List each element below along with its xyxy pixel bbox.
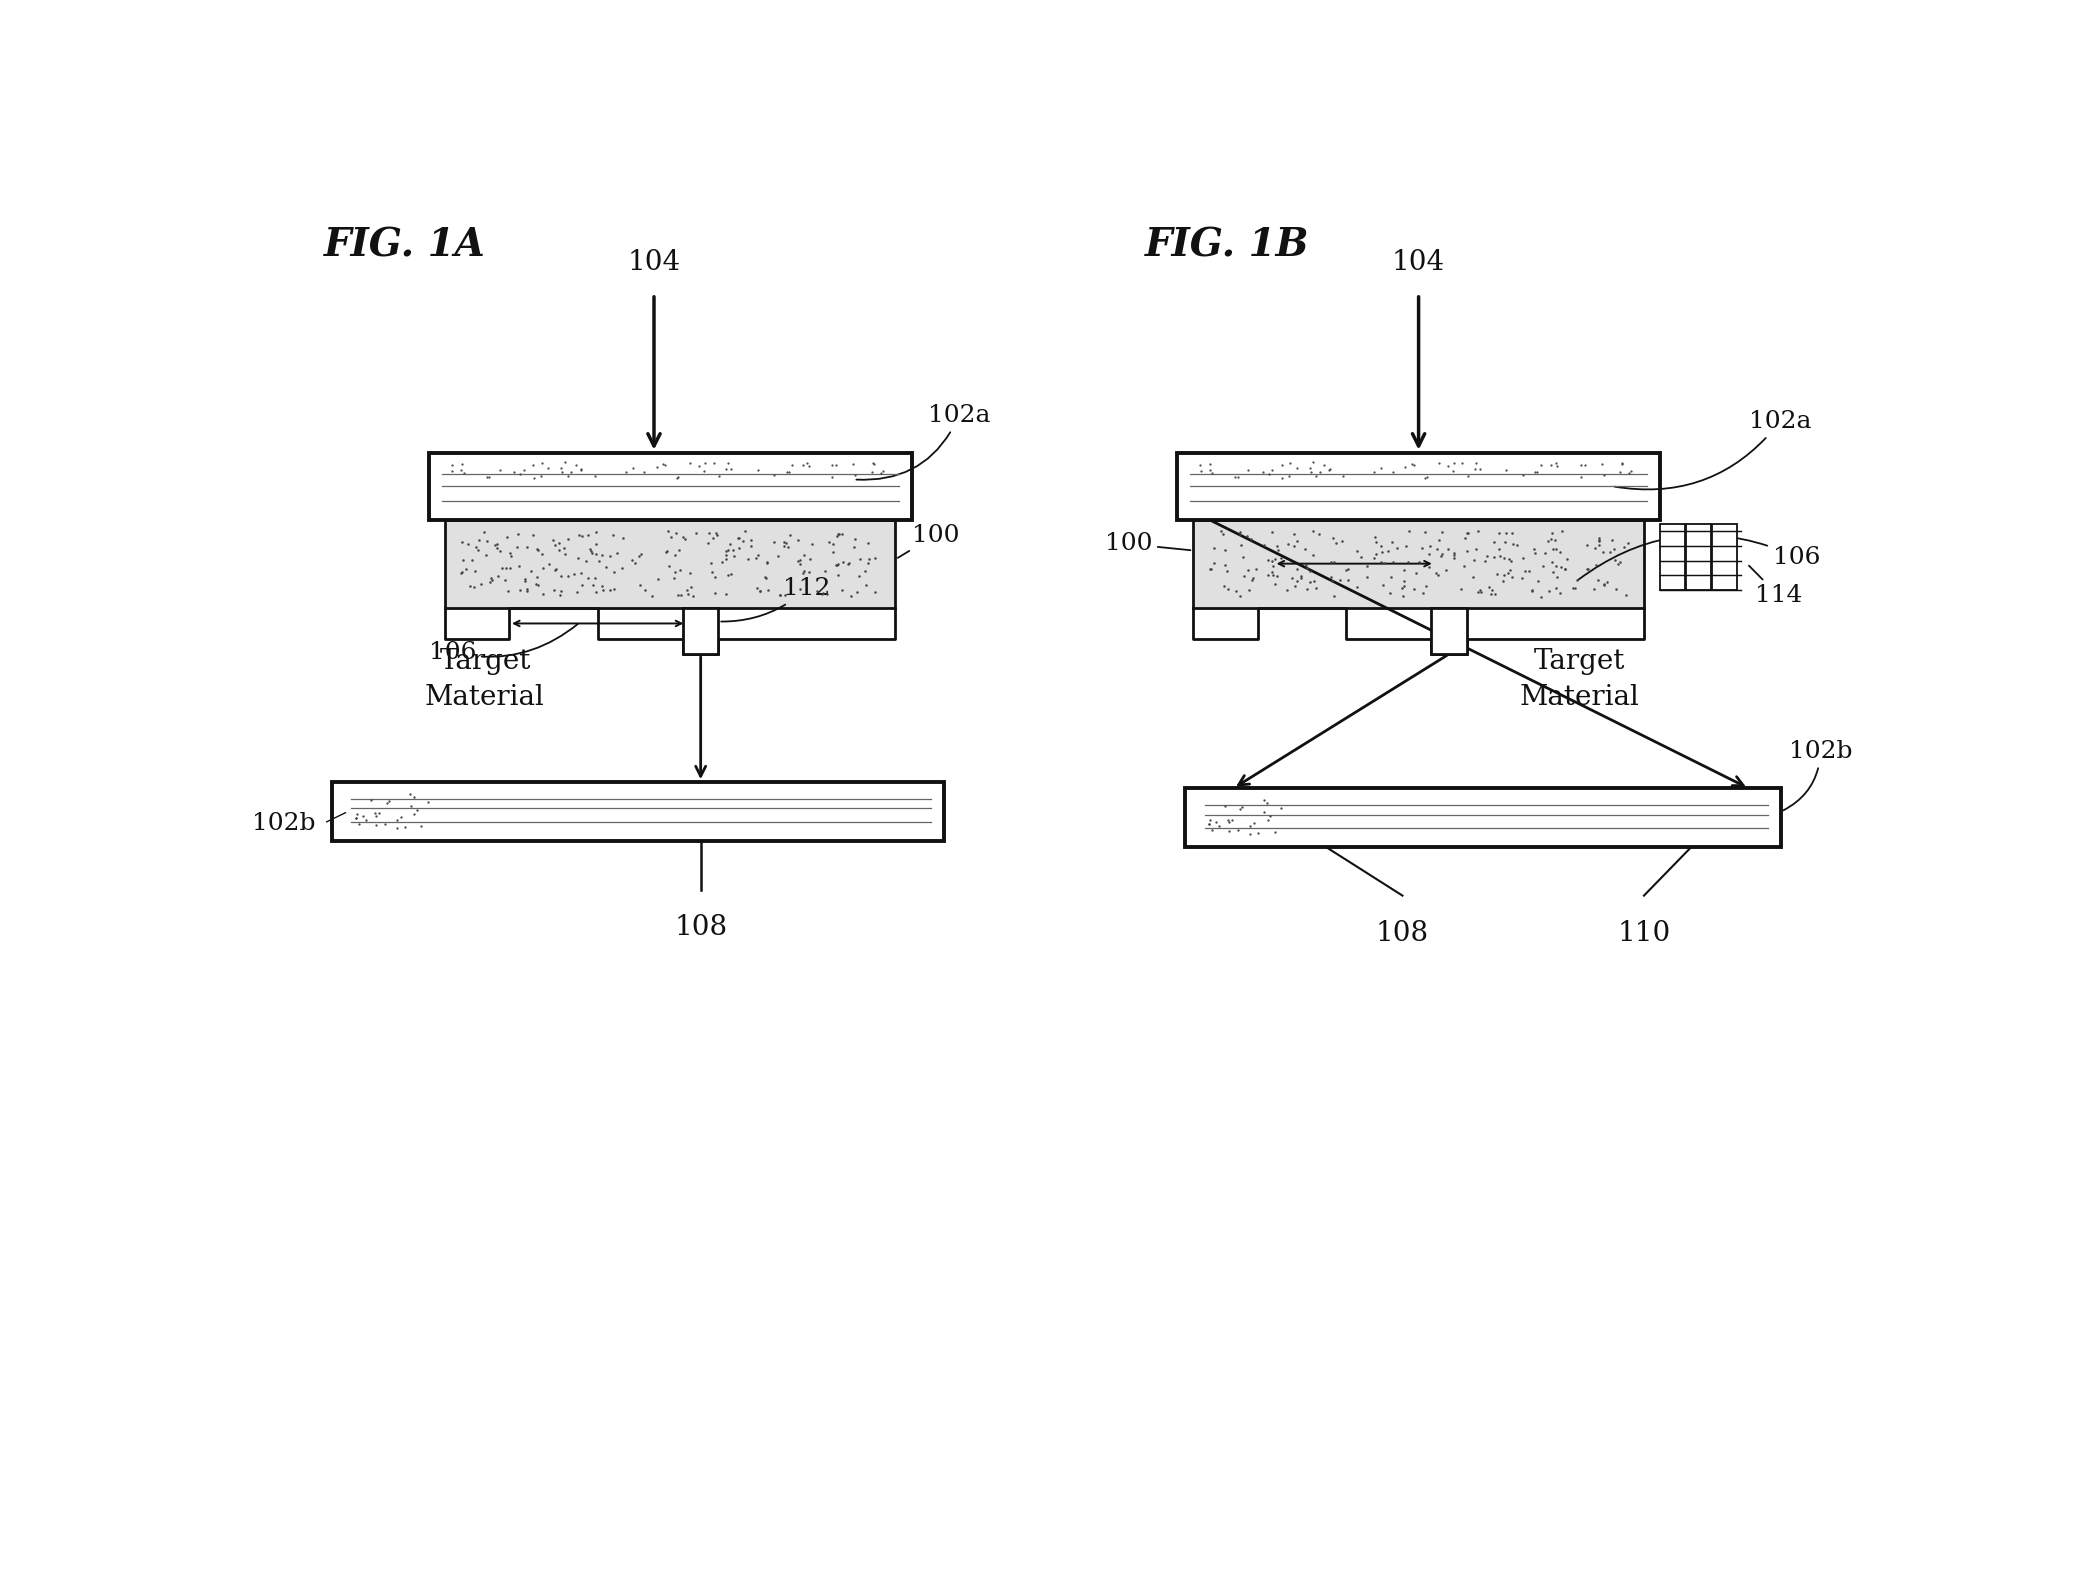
Bar <box>332 781 943 840</box>
Text: FIG. 1B: FIG. 1B <box>1144 227 1309 265</box>
Text: Target: Target <box>1535 648 1624 675</box>
Bar <box>444 520 895 607</box>
Bar <box>428 453 912 520</box>
Text: 110: 110 <box>1618 919 1670 946</box>
Text: Material: Material <box>426 685 544 712</box>
Text: 106: 106 <box>428 624 577 664</box>
Text: 100: 100 <box>1105 533 1190 555</box>
Text: 102a: 102a <box>1614 411 1811 490</box>
Text: 106: 106 <box>1579 536 1819 580</box>
Text: 108: 108 <box>675 915 727 941</box>
Text: 108: 108 <box>1375 919 1429 946</box>
Text: 102b: 102b <box>253 812 316 835</box>
Bar <box>1431 607 1466 655</box>
Text: FIG. 1A: FIG. 1A <box>324 227 486 265</box>
Text: 112: 112 <box>721 577 831 621</box>
Text: Target: Target <box>440 648 530 675</box>
Bar <box>1186 788 1780 846</box>
Bar <box>1192 520 1643 607</box>
Bar <box>1660 525 1684 590</box>
Bar <box>1178 453 1660 520</box>
Bar <box>1687 525 1711 590</box>
Text: 102b: 102b <box>1784 740 1853 810</box>
Bar <box>1711 525 1736 590</box>
Text: 104: 104 <box>627 249 681 276</box>
Text: 102a: 102a <box>856 404 991 480</box>
Text: 114: 114 <box>1749 566 1803 607</box>
Bar <box>683 607 719 655</box>
Text: 104: 104 <box>1392 249 1446 276</box>
Text: 100: 100 <box>897 523 960 558</box>
Text: Material: Material <box>1520 685 1639 712</box>
